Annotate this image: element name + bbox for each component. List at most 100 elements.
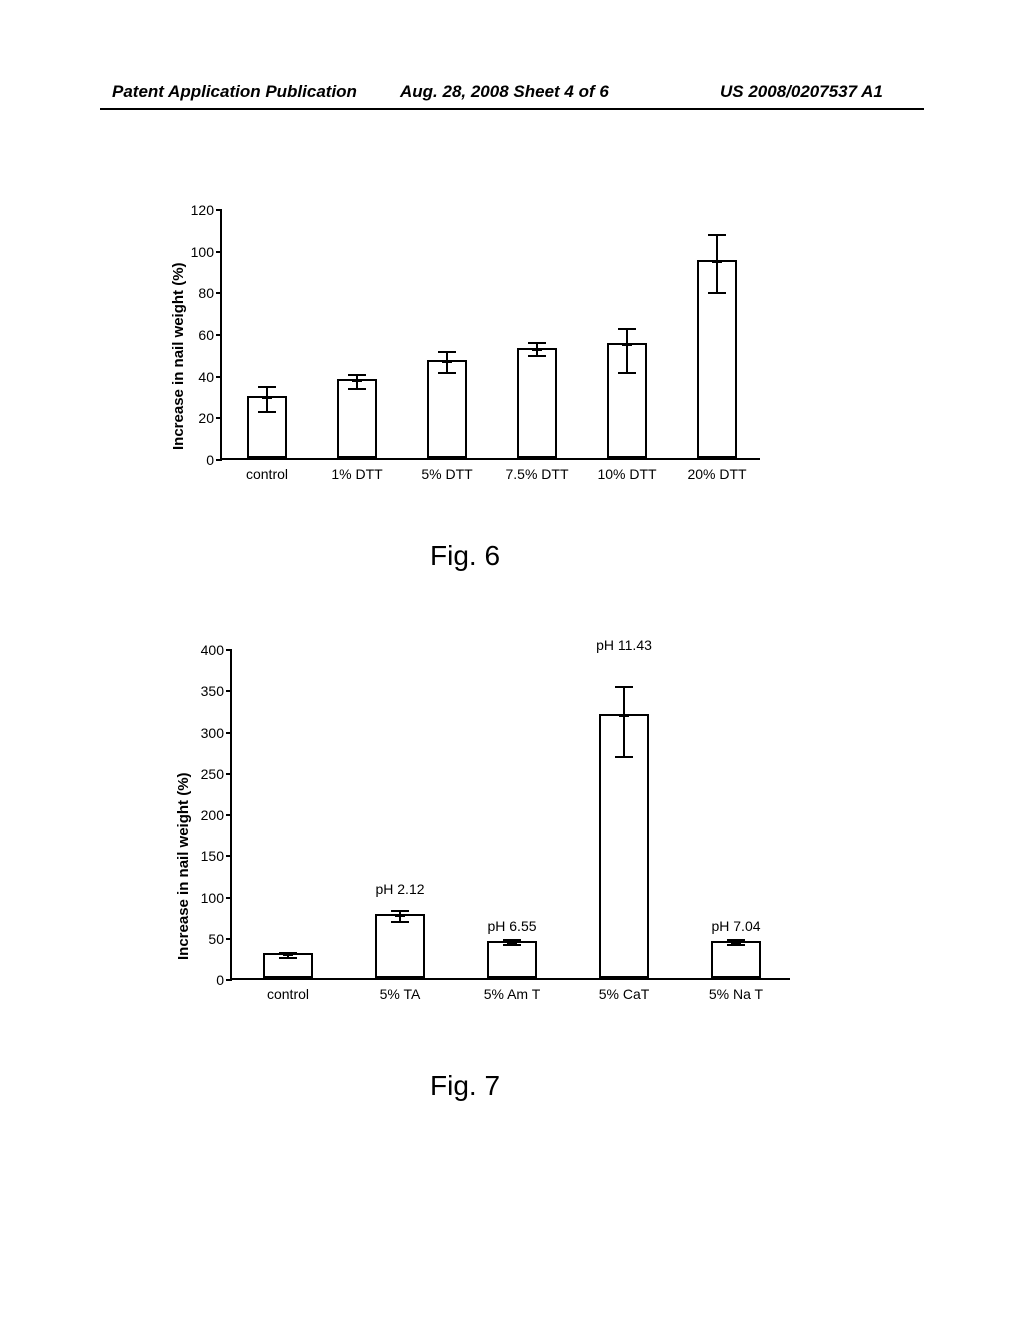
x-tick-label: control — [246, 466, 288, 482]
error-mid-tick — [712, 261, 722, 263]
header-rule — [100, 108, 924, 110]
y-tick-label: 100 — [201, 890, 224, 906]
error-mid-tick — [442, 361, 452, 363]
bar — [427, 360, 468, 458]
y-tick — [216, 417, 222, 419]
error-mid-tick — [283, 954, 293, 956]
error-cap-top — [258, 386, 276, 388]
y-tick — [226, 897, 232, 899]
bar — [375, 914, 425, 978]
y-tick — [216, 209, 222, 211]
fig6-ylabel: Increase in nail weight (%) — [170, 262, 187, 450]
x-tick-label: control — [267, 986, 309, 1002]
error-cap-bottom — [438, 372, 456, 374]
error-cap-bottom — [258, 411, 276, 413]
error-cap-bottom — [727, 944, 745, 946]
error-cap-bottom — [618, 372, 636, 374]
y-tick — [216, 376, 222, 378]
y-tick-label: 0 — [206, 452, 214, 468]
error-cap-bottom — [708, 292, 726, 294]
y-tick-label: 400 — [201, 642, 224, 658]
y-tick-label: 150 — [201, 848, 224, 864]
y-tick-label: 120 — [191, 202, 214, 218]
bar — [337, 379, 378, 458]
error-bar — [716, 235, 718, 293]
y-tick-label: 250 — [201, 766, 224, 782]
error-cap-top — [528, 342, 546, 344]
y-tick — [216, 334, 222, 336]
x-tick-label: 5% Am T — [484, 986, 541, 1002]
error-mid-tick — [507, 942, 517, 944]
error-cap-top — [708, 234, 726, 236]
error-bar — [266, 387, 268, 412]
error-mid-tick — [352, 380, 362, 382]
error-mid-tick — [395, 915, 405, 917]
fig6-plot-area: 020406080100120control1% DTT5% DTT7.5% D… — [220, 210, 760, 460]
error-mid-tick — [731, 942, 741, 944]
y-tick — [226, 938, 232, 940]
error-cap-top — [615, 686, 633, 688]
ph-label: pH 6.55 — [487, 918, 536, 934]
fig7-plot-area: 050100150200250300350400control5% TApH 2… — [230, 650, 790, 980]
error-cap-bottom — [615, 756, 633, 758]
error-mid-tick — [262, 397, 272, 399]
x-tick-label: 5% TA — [380, 986, 421, 1002]
fig7-ylabel: Increase in nail weight (%) — [175, 772, 192, 960]
error-bar — [356, 375, 358, 390]
figure-7-chart: Increase in nail weight (%) 050100150200… — [100, 640, 800, 1040]
x-tick-label: 20% DTT — [687, 466, 746, 482]
y-tick-label: 350 — [201, 683, 224, 699]
error-mid-tick — [622, 344, 632, 346]
y-tick-label: 40 — [198, 369, 214, 385]
error-cap-top — [618, 328, 636, 330]
y-tick — [226, 814, 232, 816]
error-cap-top — [391, 910, 409, 912]
y-tick — [226, 649, 232, 651]
header-patent-number: US 2008/0207537 A1 — [720, 82, 883, 102]
ph-label: pH 11.43 — [596, 637, 652, 653]
y-tick — [226, 773, 232, 775]
x-tick-label: 10% DTT — [597, 466, 656, 482]
fig6-caption: Fig. 6 — [430, 540, 500, 572]
error-cap-bottom — [528, 355, 546, 357]
y-tick — [226, 855, 232, 857]
error-bar — [626, 329, 628, 373]
ph-label: pH 2.12 — [375, 881, 424, 897]
y-tick — [216, 459, 222, 461]
y-tick — [226, 732, 232, 734]
error-cap-bottom — [279, 957, 297, 959]
x-tick-label: 5% Na T — [709, 986, 763, 1002]
error-cap-bottom — [391, 921, 409, 923]
y-tick — [216, 292, 222, 294]
y-tick-label: 200 — [201, 807, 224, 823]
error-cap-bottom — [503, 944, 521, 946]
y-tick-label: 300 — [201, 725, 224, 741]
y-tick — [226, 690, 232, 692]
y-tick — [216, 251, 222, 253]
error-cap-top — [348, 374, 366, 376]
y-tick — [226, 979, 232, 981]
y-tick-label: 20 — [198, 410, 214, 426]
y-tick-label: 60 — [198, 327, 214, 343]
x-tick-label: 5% CaT — [599, 986, 650, 1002]
y-tick-label: 50 — [208, 931, 224, 947]
fig7-caption: Fig. 7 — [430, 1070, 500, 1102]
error-mid-tick — [619, 715, 629, 717]
y-tick-label: 80 — [198, 285, 214, 301]
y-tick-label: 0 — [216, 972, 224, 988]
error-cap-bottom — [348, 388, 366, 390]
bar — [487, 941, 537, 978]
x-tick-label: 5% DTT — [421, 466, 472, 482]
bar — [711, 941, 761, 978]
header-date-sheet: Aug. 28, 2008 Sheet 4 of 6 — [400, 82, 609, 102]
error-cap-top — [438, 351, 456, 353]
error-mid-tick — [532, 349, 542, 351]
header-publication: Patent Application Publication — [112, 82, 357, 102]
x-tick-label: 7.5% DTT — [505, 466, 568, 482]
ph-label: pH 7.04 — [711, 918, 760, 934]
bar — [517, 348, 558, 458]
y-tick-label: 100 — [191, 244, 214, 260]
x-tick-label: 1% DTT — [331, 466, 382, 482]
figure-6-chart: Increase in nail weight (%) 020406080100… — [100, 200, 780, 510]
error-bar — [623, 687, 625, 757]
